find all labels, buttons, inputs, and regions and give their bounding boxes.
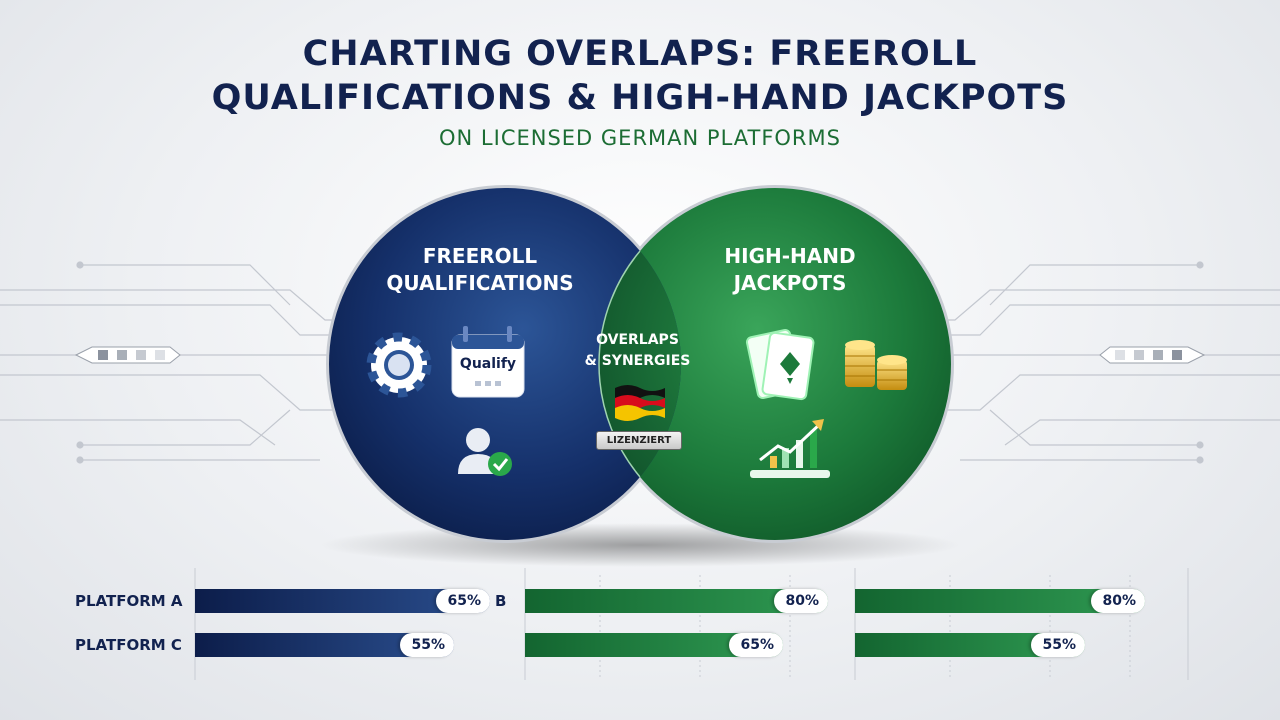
bar-row2-third: 55% [855, 633, 1085, 657]
platform-b-label: B [495, 592, 507, 610]
overlaps-synergies-label: OVERLAPS & SYNERGIES [584, 332, 691, 369]
circuit-chip-right [1099, 346, 1206, 364]
overlap-edge [598, 188, 681, 540]
user-check-icon [458, 428, 512, 476]
bar-row1-third: 80% [855, 589, 1145, 613]
freeroll-qualifications-label: FREEROLL QUALIFICATIONS [386, 244, 574, 295]
platform-c-label: PLATFORM C [75, 636, 182, 654]
license-badge: LIZENZIERT [596, 431, 682, 450]
circuit-lines-left [0, 261, 345, 464]
bar-value-label: 65% [729, 633, 783, 657]
bar-platform-c-freeroll: 55% [195, 633, 454, 657]
bar-value-label: 80% [774, 589, 828, 613]
poker-chip-icon [366, 332, 432, 398]
bar-value-label: 55% [400, 633, 454, 657]
circuit-lines-right [935, 261, 1280, 464]
coin-stack-icon [845, 340, 907, 390]
page-title-line-2: QUALIFICATIONS & HIGH-HAND JACKPOTS [211, 78, 1069, 118]
bar-platform-a-freeroll: 65% [195, 589, 490, 613]
growth-chart-icon [750, 419, 830, 478]
platform-a-label: PLATFORM A [75, 592, 183, 610]
diagram-shadow [320, 523, 960, 567]
bar-value-label: 65% [436, 589, 490, 613]
german-flag-icon [615, 385, 665, 421]
bar-platform-b-jackpot: 80% [525, 589, 828, 613]
bar-value-label: 55% [1031, 633, 1085, 657]
bar-value-label: 80% [1091, 589, 1145, 613]
high-hand-jackpots-label: HIGH-HAND JACKPOTS [724, 244, 856, 295]
bar-row2-second: 65% [525, 633, 783, 657]
calendar-icon [451, 326, 525, 398]
circuit-chip-left [74, 346, 181, 364]
page-title-line-1: CHARTING OVERLAPS: FREEROLL [302, 34, 978, 74]
page-subtitle: ON LICENSED GERMAN PLATFORMS [439, 126, 841, 150]
playing-cards-icon [745, 329, 815, 401]
bar-grid [194, 568, 1189, 680]
calendar-qualify-text: Qualify [459, 356, 517, 372]
